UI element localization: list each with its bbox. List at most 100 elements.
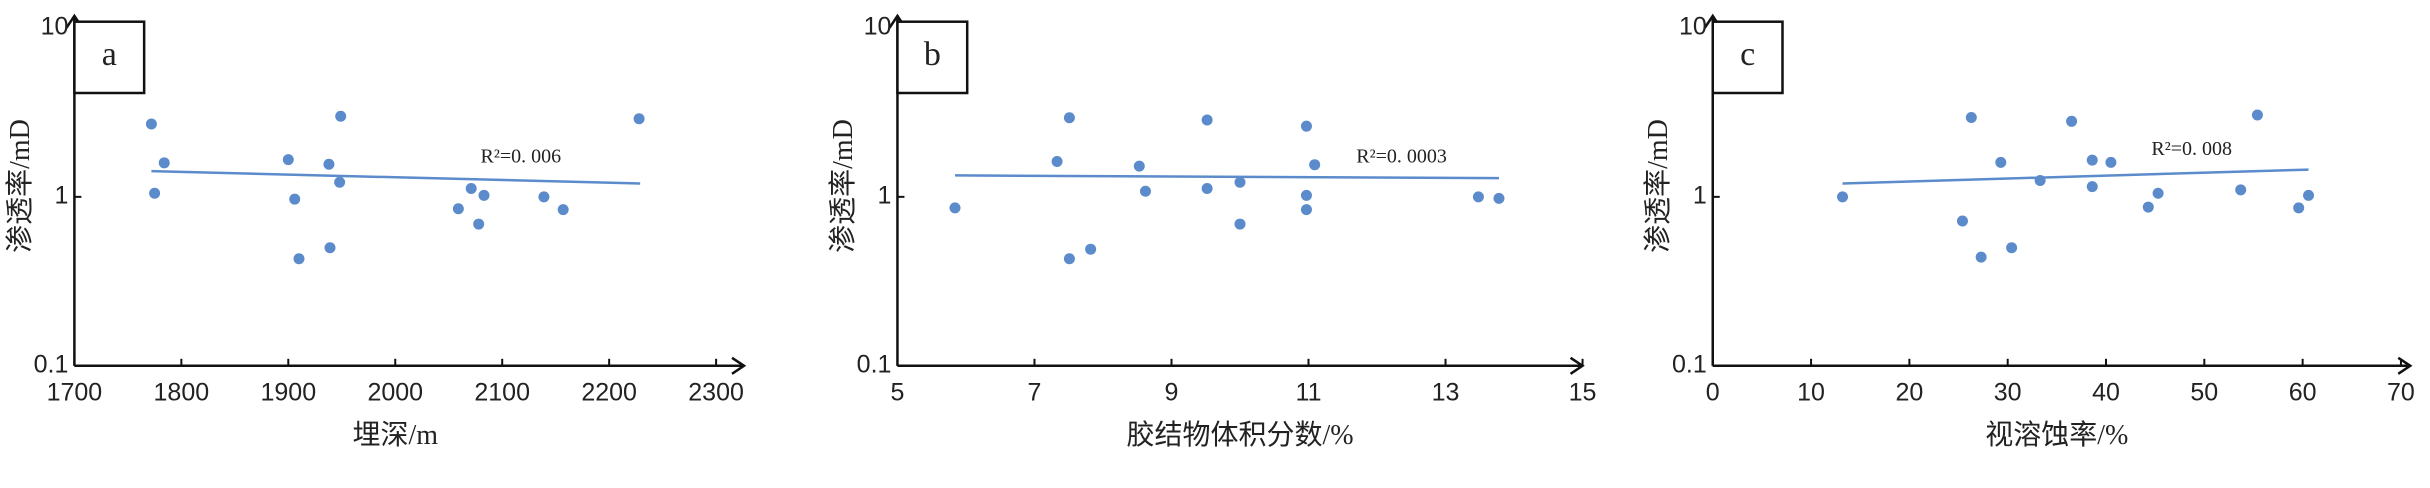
point — [1201, 114, 1213, 126]
trend-line — [954, 174, 1499, 180]
panel: 1700 1800 1900 2000 2100 2200 2300 0.1 1 10 a 渗透率/m… — [4, 13, 747, 451]
point — [1472, 191, 1484, 203]
point — [1300, 189, 1312, 201]
x-arrow — [2397, 356, 2413, 375]
point — [2293, 202, 2305, 214]
y-tick-label: 0.1 — [1672, 350, 1707, 378]
x-tick-label: 10 — [1797, 378, 1825, 406]
x-tick-label: 15 — [1569, 378, 1597, 406]
point — [1956, 215, 1968, 227]
x-tick-label: 2200 — [581, 378, 637, 406]
y-axis-label: 渗透率/mD — [4, 119, 36, 253]
y-axis-label: 渗透率/mD — [827, 119, 859, 253]
point — [149, 187, 161, 199]
x-tick-label: 9 — [1165, 378, 1179, 406]
x-tick-label: 2300 — [688, 378, 744, 406]
point — [324, 242, 336, 254]
point — [538, 191, 550, 203]
point — [1051, 155, 1063, 167]
x-tick-label: 20 — [1895, 378, 1923, 406]
point — [2006, 242, 2018, 254]
point — [1139, 185, 1151, 197]
x-axis-label: 视溶蚀率/% — [1985, 419, 2128, 451]
x-tick-label: 5 — [890, 378, 904, 406]
point — [1063, 253, 1075, 265]
point — [334, 176, 346, 188]
y-tick-label: 0.1 — [857, 350, 892, 378]
point — [2086, 181, 2098, 193]
x-tick-label: 2000 — [367, 378, 423, 406]
y-tick-label: 0.1 — [34, 350, 69, 378]
point — [2152, 187, 2164, 199]
x-tick-label: 1700 — [47, 378, 103, 406]
x-tick-label: 70 — [2387, 378, 2415, 406]
point — [1300, 120, 1312, 132]
point — [289, 193, 301, 205]
point — [2251, 109, 2263, 121]
panel: 0 10 20 30 40 50 60 70 0.1 1 10 c 渗透率/mD 视溶蚀率/% R²=0. … — [1642, 13, 2415, 452]
point — [1234, 218, 1246, 230]
point — [2105, 156, 2117, 168]
x-arrow — [731, 356, 747, 375]
y-tick-label: 10 — [1679, 13, 1707, 41]
point — [145, 118, 157, 130]
x-tick-label: 13 — [1432, 378, 1460, 406]
point — [2303, 189, 2315, 201]
point — [1493, 192, 1505, 204]
y-tick-label: 1 — [1693, 181, 1707, 209]
point — [1085, 243, 1097, 255]
point — [465, 183, 477, 195]
x-tick-label: 2100 — [474, 378, 530, 406]
point — [1063, 112, 1075, 124]
point — [1300, 204, 1312, 216]
y-axis-label: 渗透率/mD — [1642, 119, 1674, 253]
point — [1201, 183, 1213, 195]
point — [633, 113, 645, 125]
x-tick-label: 40 — [2092, 378, 2120, 406]
x-tick-label: 1800 — [154, 378, 210, 406]
point — [335, 110, 347, 122]
point — [293, 253, 305, 265]
y-tick-label: 10 — [41, 13, 69, 41]
panel-label-box — [896, 20, 969, 95]
panel-label: c — [1740, 36, 1755, 73]
point — [1995, 156, 2007, 168]
trend-line — [1842, 168, 2309, 185]
x-tick-label: 50 — [2190, 378, 2218, 406]
point — [2086, 154, 2098, 166]
x-tick-label: 30 — [1994, 378, 2022, 406]
point — [158, 157, 170, 169]
point — [1133, 160, 1145, 172]
x-tick-label: 7 — [1028, 378, 1042, 406]
point — [2066, 115, 2078, 127]
point — [2034, 174, 2046, 186]
panel-label-box — [73, 20, 146, 95]
point — [1975, 251, 1987, 263]
x-tick-label: 0 — [1706, 378, 1720, 406]
point — [557, 204, 569, 216]
r2-annotation: R²=0. 0003 — [1356, 146, 1447, 168]
point — [1234, 176, 1246, 188]
point — [2142, 201, 2154, 213]
trend-line — [151, 169, 641, 185]
point — [1309, 159, 1321, 171]
point — [282, 154, 294, 166]
panel-label: a — [102, 36, 117, 73]
point — [1965, 111, 1977, 123]
panel-label: b — [924, 36, 941, 73]
x-tick-label: 11 — [1296, 378, 1322, 406]
point — [452, 203, 464, 215]
x-tick-label: 1900 — [260, 378, 316, 406]
r2-annotation: R²=0. 008 — [2151, 138, 2232, 160]
y-tick-label: 1 — [878, 181, 892, 209]
point — [2235, 184, 2247, 196]
point — [478, 189, 490, 201]
point — [323, 158, 335, 170]
x-axis-label: 胶结物体积分数/% — [1126, 419, 1353, 451]
r2-annotation: R²=0. 006 — [481, 146, 562, 168]
y-tick-label: 10 — [864, 13, 892, 41]
panel-label-box — [1711, 20, 1784, 95]
x-axis-label: 埋深/m — [352, 420, 438, 451]
panel: 5 7 9 11 13 15 0.1 1 10 b 渗透率/mD 胶结物体积分数/% R²=0. 000… — [827, 13, 1597, 452]
